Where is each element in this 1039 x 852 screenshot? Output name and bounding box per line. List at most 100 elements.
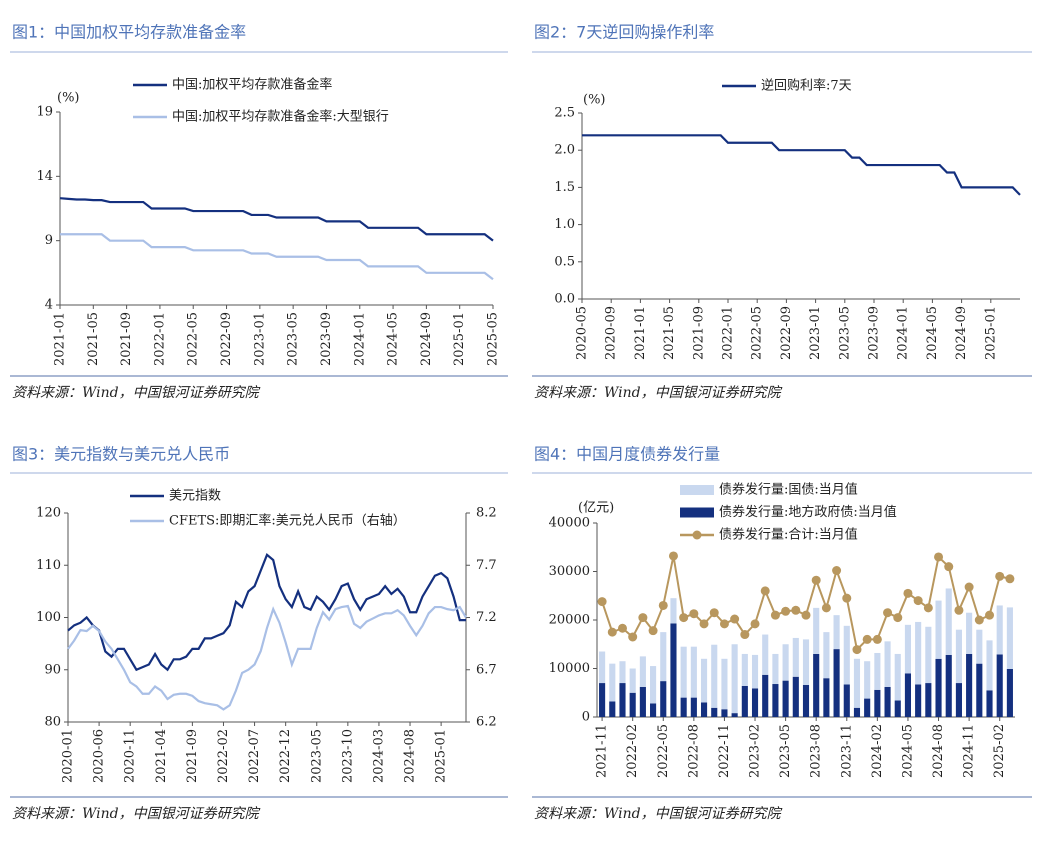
bar bbox=[670, 598, 677, 624]
x-tick-label: 2024-01 bbox=[352, 312, 367, 366]
x-tick-label: 2020-01 bbox=[61, 729, 76, 783]
x-tick-label: 2022-02 bbox=[625, 724, 640, 778]
line-marker bbox=[883, 608, 893, 618]
y-tick-label: 14 bbox=[36, 169, 53, 184]
bar bbox=[864, 661, 871, 699]
legend-label: 债券发行量:合计:当月值 bbox=[719, 527, 858, 543]
y-tick-label: 100 bbox=[36, 610, 61, 625]
bar bbox=[945, 588, 952, 655]
unit-label: (%) bbox=[583, 93, 606, 108]
x-tick-label: 2023-02 bbox=[748, 724, 763, 778]
x-tick-label: 2020-05 bbox=[575, 306, 590, 360]
bar bbox=[629, 692, 636, 717]
bar bbox=[864, 698, 871, 717]
line-marker bbox=[862, 634, 872, 644]
line-marker bbox=[750, 619, 760, 629]
bar bbox=[945, 654, 952, 717]
x-tick-label: 2023-05 bbox=[309, 729, 324, 783]
bar bbox=[782, 680, 789, 717]
chart-title: 图2：7天逆回购操作利率 bbox=[534, 23, 714, 42]
x-tick-label: 2024-08 bbox=[403, 729, 418, 783]
bar bbox=[925, 626, 932, 684]
x-tick-label: 2023-05 bbox=[286, 312, 301, 366]
bar bbox=[966, 653, 973, 717]
legend-swatch bbox=[680, 507, 714, 518]
line-marker bbox=[617, 623, 627, 633]
source: 资料来源：Wind，中国银河证券研究院 bbox=[534, 385, 783, 401]
x-tick-label: 2021-01 bbox=[53, 312, 68, 366]
bar bbox=[690, 697, 697, 717]
legend-label: 债券发行量:国债:当月值 bbox=[719, 482, 858, 498]
legend-label: 中国:加权平均存款准备金率:大型银行 bbox=[172, 109, 389, 125]
line-marker bbox=[954, 605, 964, 615]
bar bbox=[660, 681, 667, 717]
bar bbox=[650, 703, 657, 717]
bar bbox=[996, 605, 1003, 655]
bar bbox=[986, 640, 993, 691]
bar bbox=[599, 651, 606, 684]
x-tick-label: 2024-05 bbox=[925, 306, 940, 360]
chart-title: 图3：美元指数与美元兑人民币 bbox=[12, 445, 230, 464]
bar bbox=[670, 623, 677, 717]
line-marker bbox=[821, 603, 831, 613]
bar bbox=[741, 685, 748, 717]
line-marker bbox=[730, 614, 740, 624]
x-tick-label: 2023-09 bbox=[319, 312, 334, 366]
bar bbox=[853, 658, 861, 708]
line-marker bbox=[934, 552, 944, 562]
line-marker bbox=[974, 615, 984, 625]
chart-title: 图1：中国加权平均存款准备金率 bbox=[12, 23, 246, 42]
bar bbox=[1006, 668, 1013, 717]
line-marker bbox=[995, 571, 1005, 581]
series-line bbox=[60, 233, 494, 281]
x-tick-label: 2023-01 bbox=[252, 312, 267, 366]
bar bbox=[762, 674, 769, 717]
legend-label: 中国:加权平均存款准备金率 bbox=[172, 77, 332, 93]
x-tick-label: 2025-05 bbox=[486, 312, 501, 366]
line-marker bbox=[1005, 574, 1015, 584]
y-tick-label: 2.5 bbox=[554, 106, 575, 121]
y-tick-label: 0.5 bbox=[554, 254, 575, 269]
bar bbox=[609, 701, 616, 717]
bar bbox=[802, 684, 810, 717]
line-marker bbox=[648, 626, 658, 636]
bar bbox=[884, 686, 891, 717]
bar bbox=[609, 663, 616, 702]
legend-label: 美元指数 bbox=[169, 489, 221, 504]
bar bbox=[976, 663, 983, 717]
bar bbox=[599, 683, 606, 717]
bar bbox=[731, 644, 738, 714]
bar bbox=[680, 646, 687, 698]
series-line bbox=[59, 197, 494, 242]
x-tick-label: 2022-05 bbox=[186, 312, 201, 366]
x-tick-label: 2022-05 bbox=[656, 724, 671, 778]
bar bbox=[802, 639, 810, 685]
line-marker bbox=[801, 610, 811, 620]
y-tick-label: 19 bbox=[36, 105, 53, 120]
bar bbox=[680, 697, 687, 717]
x-tick-label: 2022-08 bbox=[686, 724, 701, 778]
x-tick-label: 2021-04 bbox=[154, 729, 169, 783]
x-tick-label: 2022-01 bbox=[152, 312, 167, 366]
x-tick-label: 2024-08 bbox=[931, 724, 946, 778]
bar bbox=[690, 646, 697, 698]
x-tick-label: 2022-09 bbox=[219, 312, 234, 366]
y2-tick-label: 8.2 bbox=[476, 506, 497, 521]
x-tick-label: 2023-09 bbox=[867, 306, 882, 360]
x-tick-label: 2025-01 bbox=[452, 312, 467, 366]
source: 资料来源：Wind，中国银河证券研究院 bbox=[12, 385, 261, 401]
y-tick-label: 1.5 bbox=[554, 180, 575, 195]
x-tick-label: 2024-09 bbox=[954, 306, 969, 360]
bar bbox=[823, 632, 830, 679]
line-marker bbox=[852, 645, 862, 655]
bar bbox=[894, 653, 901, 701]
x-tick-label: 2022-12 bbox=[278, 729, 293, 783]
bar bbox=[925, 683, 932, 717]
bar bbox=[823, 678, 830, 717]
x-tick-label: 2020-09 bbox=[604, 306, 619, 360]
x-tick-label: 2021-05 bbox=[662, 306, 677, 360]
line-marker bbox=[923, 603, 933, 613]
x-tick-label: 2022-01 bbox=[721, 306, 736, 360]
x-tick-label: 2024-09 bbox=[419, 312, 434, 366]
y-tick-label: 1.0 bbox=[554, 217, 575, 232]
